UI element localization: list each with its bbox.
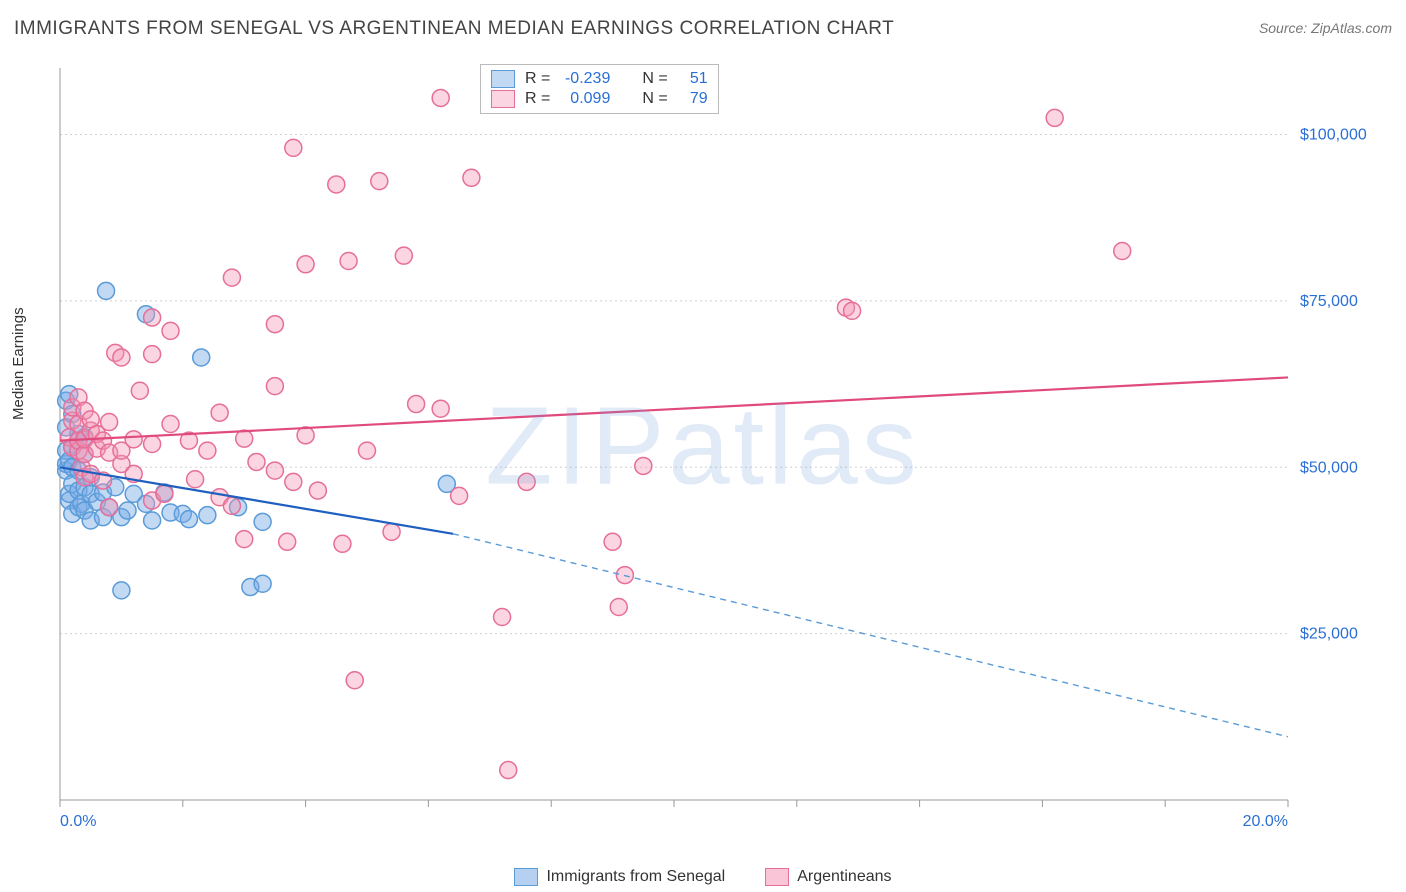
legend-swatch <box>491 70 515 88</box>
chart-source: Source: ZipAtlas.com <box>1259 20 1392 36</box>
legend-series-label: Argentineans <box>797 868 891 886</box>
data-point <box>125 431 142 448</box>
data-point <box>518 473 535 490</box>
data-point <box>340 252 357 269</box>
legend-n-value: 51 <box>678 70 708 88</box>
legend-r-label: R = <box>525 90 550 108</box>
data-point <box>162 322 179 339</box>
legend-series-item: Argentineans <box>765 868 891 886</box>
data-point <box>266 316 283 333</box>
legend-correlation-row: R = -0.239 N = 51 <box>491 69 708 89</box>
data-point <box>156 485 173 502</box>
data-point <box>144 309 161 326</box>
data-point <box>187 471 204 488</box>
data-point <box>604 533 621 550</box>
plot-area: $25,000 $50,000 $75,000 $100,000 0.0% 20.0% <box>48 60 1378 840</box>
legend-series-item: Immigrants from Senegal <box>514 868 725 886</box>
data-point <box>131 382 148 399</box>
trend-line-argentineans <box>60 377 1288 440</box>
data-point <box>395 247 412 264</box>
svg-text:$50,000: $50,000 <box>1300 459 1358 476</box>
data-point <box>101 414 118 431</box>
legend-swatch <box>491 90 515 108</box>
data-point <box>236 531 253 548</box>
data-point <box>199 442 216 459</box>
data-point <box>223 497 240 514</box>
data-point <box>844 302 861 319</box>
data-point <box>211 404 228 421</box>
chart-header: IMMIGRANTS FROM SENEGAL VS ARGENTINEAN M… <box>14 18 1392 48</box>
data-point <box>144 346 161 363</box>
data-point <box>180 511 197 528</box>
svg-text:$25,000: $25,000 <box>1300 626 1358 643</box>
data-point <box>334 535 351 552</box>
data-point <box>432 400 449 417</box>
legend-series: Immigrants from Senegal Argentineans <box>0 868 1406 886</box>
data-point <box>254 513 271 530</box>
data-point <box>248 453 265 470</box>
data-point <box>199 507 216 524</box>
data-point <box>371 173 388 190</box>
data-point <box>463 169 480 186</box>
data-point <box>266 378 283 395</box>
legend-n-label: N = <box>642 70 667 88</box>
data-point <box>98 282 115 299</box>
legend-correlation-row: R = 0.099 N = 79 <box>491 89 708 109</box>
legend-n-value: 79 <box>678 90 708 108</box>
data-point <box>451 487 468 504</box>
data-point <box>279 533 296 550</box>
data-point <box>500 762 517 779</box>
data-point <box>236 430 253 447</box>
chart-svg: $25,000 $50,000 $75,000 $100,000 0.0% 20.0% <box>48 60 1378 840</box>
data-point <box>285 473 302 490</box>
data-point <box>285 139 302 156</box>
data-point <box>494 609 511 626</box>
y-axis-label: Median Earnings <box>10 307 27 420</box>
data-point <box>309 482 326 499</box>
data-point <box>1046 109 1063 126</box>
legend-r-value: -0.239 <box>560 70 610 88</box>
legend-correlation: R = -0.239 N = 51 R = 0.099 N = 79 <box>480 64 719 114</box>
data-point <box>359 442 376 459</box>
data-point <box>635 457 652 474</box>
data-point <box>328 176 345 193</box>
legend-n-label: N = <box>642 90 667 108</box>
svg-text:0.0%: 0.0% <box>60 813 96 830</box>
data-point <box>101 499 118 516</box>
data-point <box>144 512 161 529</box>
data-point <box>1114 243 1131 260</box>
legend-r-value: 0.099 <box>560 90 610 108</box>
data-point <box>113 349 130 366</box>
legend-swatch <box>765 868 789 886</box>
data-point <box>119 502 136 519</box>
legend-series-label: Immigrants from Senegal <box>546 868 725 886</box>
data-point <box>193 349 210 366</box>
data-point <box>223 269 240 286</box>
legend-swatch <box>514 868 538 886</box>
data-point <box>162 416 179 433</box>
data-point <box>113 582 130 599</box>
data-point <box>610 599 627 616</box>
data-point <box>383 523 400 540</box>
data-point <box>408 396 425 413</box>
data-point <box>432 89 449 106</box>
data-point <box>346 672 363 689</box>
svg-text:20.0%: 20.0% <box>1243 813 1288 830</box>
chart-title: IMMIGRANTS FROM SENEGAL VS ARGENTINEAN M… <box>14 18 894 39</box>
trend-line-senegal-extrap <box>453 534 1288 737</box>
svg-text:$100,000: $100,000 <box>1300 127 1367 144</box>
legend-r-label: R = <box>525 70 550 88</box>
data-point <box>144 435 161 452</box>
data-point <box>266 462 283 479</box>
data-point <box>254 575 271 592</box>
data-point <box>297 256 314 273</box>
svg-text:$75,000: $75,000 <box>1300 293 1358 310</box>
